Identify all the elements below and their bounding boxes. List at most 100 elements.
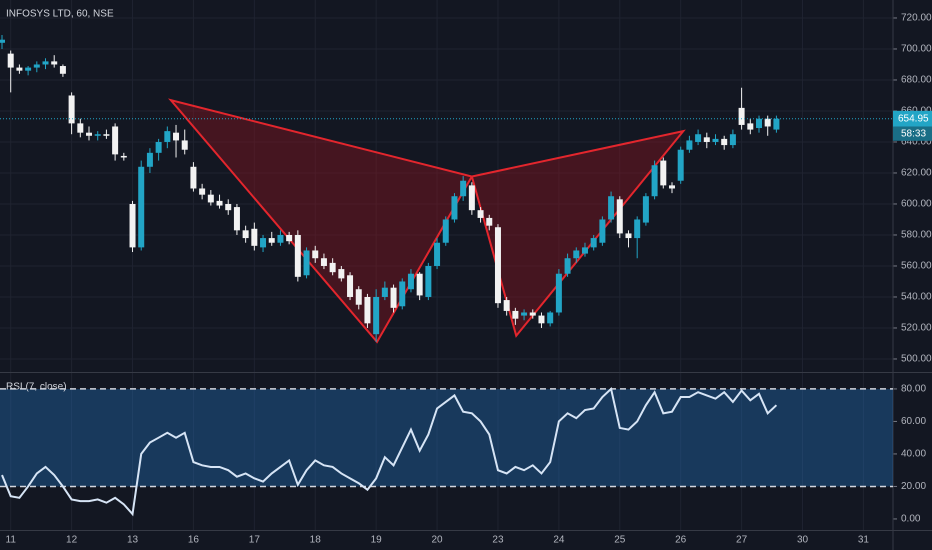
rsi-band: [0, 388, 893, 487]
candle-body: [651, 165, 658, 197]
x-tick-label: 31: [858, 535, 870, 546]
candle-body: [164, 131, 171, 142]
candle-body: [634, 219, 641, 239]
candle-body: [442, 219, 449, 243]
candle-body: [686, 140, 693, 150]
y-tick-label: 620.00: [901, 168, 932, 179]
candle-body: [695, 134, 702, 142]
candle-body: [112, 126, 119, 155]
y-tick-label: 40.00: [901, 449, 926, 460]
y-tick-label: 560.00: [901, 261, 932, 272]
candle-body: [381, 287, 388, 297]
candle-body: [512, 310, 519, 319]
candle-body: [773, 118, 780, 130]
candle-body: [399, 281, 406, 307]
candle-body: [286, 234, 293, 242]
candle-body: [494, 227, 501, 304]
x-tick-label: 24: [553, 535, 565, 546]
chart-title: INFOSYS LTD, 60, NSE: [6, 9, 114, 20]
x-tick-label: 25: [614, 535, 626, 546]
candle-body: [677, 149, 684, 181]
candle-body: [320, 258, 327, 266]
candle-body: [77, 123, 84, 133]
candle-body: [660, 160, 667, 186]
candle-body: [625, 233, 632, 239]
candle-body: [642, 196, 649, 223]
candle-body: [486, 217, 493, 226]
last-price-label: 654.95: [898, 113, 929, 124]
candle-body: [355, 289, 362, 305]
last-price-tag: [893, 110, 932, 127]
candle-body: [564, 258, 571, 274]
y-tick-label: 520.00: [901, 323, 932, 334]
candle-body: [59, 66, 66, 74]
candle-body: [373, 296, 380, 335]
candle-body: [616, 199, 623, 234]
candle-body: [547, 312, 554, 324]
candle-body: [460, 180, 467, 197]
candle-body: [503, 300, 510, 311]
candle-body: [303, 250, 310, 276]
candle-body: [738, 107, 745, 125]
candle-body: [251, 228, 258, 246]
candle-body: [756, 118, 763, 129]
candle-body: [538, 315, 545, 324]
candle-body: [434, 242, 441, 266]
x-tick-label: 16: [188, 535, 200, 546]
candle-body: [42, 61, 49, 65]
candle-body: [242, 230, 249, 239]
candle-body: [581, 247, 588, 254]
rsi-line: [1, 387, 778, 517]
x-tick-label: 17: [249, 535, 261, 546]
candle-body: [599, 219, 606, 243]
candle-body: [312, 250, 319, 259]
candle-body: [16, 67, 23, 71]
candle-body: [225, 203, 232, 211]
y-tick-label: 20.00: [901, 481, 926, 492]
candle-body: [703, 137, 710, 142]
candle-body: [51, 61, 58, 65]
x-tick-label: 19: [371, 535, 383, 546]
x-tick-label: 18: [310, 535, 322, 546]
y-tick-label: 720.00: [901, 13, 932, 24]
pattern-shape: [168, 98, 474, 344]
y-tick-label: 500.00: [901, 354, 932, 365]
x-tick-label: 26: [675, 535, 687, 546]
candle-body: [277, 234, 284, 243]
candle-body: [729, 134, 736, 146]
countdown-label: 58:33: [901, 128, 926, 139]
x-tick-label: 27: [736, 535, 748, 546]
candle-body: [103, 134, 110, 136]
y-tick-label: 80.00: [901, 384, 926, 395]
y-tick-label: 680.00: [901, 75, 932, 86]
candle-body: [764, 118, 771, 127]
candle-body: [668, 185, 675, 189]
candle-body: [138, 166, 145, 248]
candle-body: [268, 238, 275, 243]
candle-body: [573, 250, 580, 259]
y-tick-label: 640.00: [901, 137, 932, 148]
candle-body: [608, 196, 615, 220]
candle-body: [199, 188, 206, 195]
candle-body: [721, 138, 728, 146]
candle-body: [529, 312, 536, 316]
candle-body: [181, 140, 188, 150]
candle-body: [129, 203, 136, 248]
candle-body: [94, 134, 101, 136]
candle-body: [416, 273, 423, 296]
y-tick-label: 600.00: [901, 199, 932, 210]
countdown-tag: [893, 126, 932, 141]
candle-body: [407, 273, 414, 290]
candle-body: [347, 275, 354, 297]
x-tick-label: 13: [127, 535, 139, 546]
candle-body: [25, 67, 32, 71]
candle-body: [468, 185, 475, 211]
candle-body: [477, 210, 484, 218]
candle-body: [451, 196, 458, 220]
candle-body: [364, 296, 371, 324]
x-tick-label: 30: [797, 535, 809, 546]
candle-body: [33, 64, 40, 68]
x-tick-label: 12: [66, 535, 78, 546]
candle-body: [68, 95, 75, 124]
candle-body: [155, 141, 162, 153]
